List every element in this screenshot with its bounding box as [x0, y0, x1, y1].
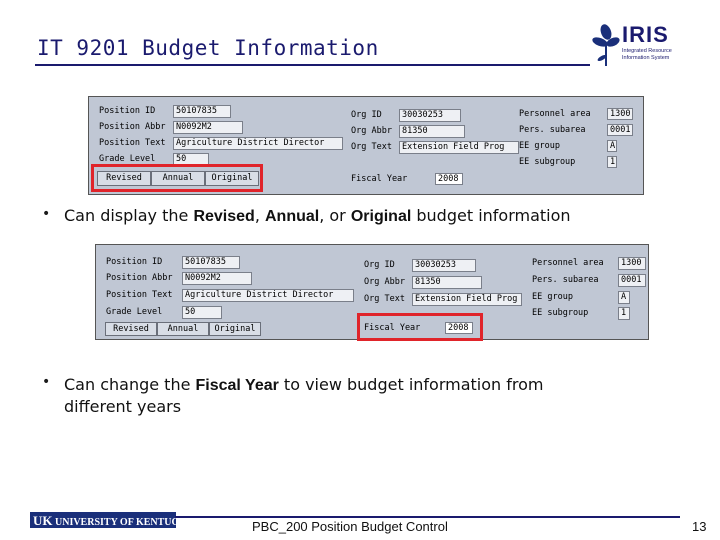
field-org-text[interactable]: Extension Field Prog	[399, 141, 519, 154]
field-position-id[interactable]: 50107835	[182, 256, 240, 269]
iris-logo-text: IRIS	[622, 22, 669, 47]
bullet-1-text: Can display the Revised, Annual, or Orig…	[64, 206, 571, 226]
annual-button[interactable]: Annual	[151, 171, 205, 186]
footer-course: PBC_200 Position Budget Control	[252, 519, 448, 534]
bullet-1-original: Original	[350, 208, 412, 225]
label-position-abbr: Position Abbr	[99, 122, 166, 132]
original-button[interactable]: Original	[209, 322, 261, 336]
highlight-fiscal-year	[357, 313, 483, 341]
uk-logo-text: UK UNIVERSITY OF KENTUCKY	[33, 513, 194, 529]
label-ee-group: EE group	[532, 292, 573, 302]
footer-rule	[175, 516, 680, 518]
bullet-1-pre: Can display the	[64, 206, 194, 225]
label-org-abbr: Org Abbr	[351, 126, 392, 136]
field-ee-subgroup[interactable]: 1	[607, 156, 617, 168]
field-org-id[interactable]: 30030253	[412, 259, 476, 272]
label-position-abbr: Position Abbr	[106, 273, 173, 283]
label-pers-subarea: Pers. subarea	[532, 275, 599, 285]
label-org-text: Org Text	[364, 294, 405, 304]
label-fiscal-year: Fiscal Year	[351, 174, 408, 184]
field-org-id[interactable]: 30030253	[399, 109, 461, 122]
highlight-budget-buttons	[91, 164, 263, 192]
label-pers-subarea: Pers. subarea	[519, 125, 586, 135]
sap-screenshot-2: Position ID 50107835 Position Abbr N0092…	[95, 244, 649, 341]
iris-logo-subtitle: Integrated Resource Information System	[622, 48, 672, 61]
bullet-1-post: budget information	[411, 206, 571, 225]
field-grade-level[interactable]: 50	[182, 306, 222, 319]
label-position-id: Position ID	[106, 257, 163, 267]
field-ee-subgroup[interactable]: 1	[618, 307, 630, 320]
field-position-abbr[interactable]: N0092M2	[182, 272, 252, 285]
label-org-id: Org ID	[364, 260, 395, 270]
label-org-id: Org ID	[351, 110, 382, 120]
label-ee-subgroup: EE subgroup	[519, 157, 576, 167]
label-position-text: Position Text	[106, 290, 173, 300]
field-position-id[interactable]: 50107835	[173, 105, 231, 118]
label-grade-level: Grade Level	[106, 307, 163, 317]
sap-screenshot-1: Position ID 50107835 Position Abbr N0092…	[88, 96, 644, 195]
label-fiscal-year: Fiscal Year	[364, 323, 421, 333]
bullet-2-line2: different years	[64, 397, 182, 416]
annual-button[interactable]: Annual	[157, 322, 209, 336]
label-org-abbr: Org Abbr	[364, 277, 405, 287]
label-grade-level: Grade Level	[99, 154, 156, 164]
field-org-text[interactable]: Extension Field Prog	[412, 293, 522, 306]
original-button[interactable]: Original	[205, 171, 259, 186]
field-position-text[interactable]: Agriculture District Director	[182, 289, 354, 302]
field-pers-subarea[interactable]: 0001	[607, 124, 633, 136]
iris-flower-icon	[592, 24, 620, 66]
page-number: 13	[692, 519, 707, 534]
label-ee-subgroup: EE subgroup	[532, 308, 589, 318]
slide-title: IT 9201 Budget Information	[37, 36, 379, 60]
field-fiscal-year[interactable]: 2008	[445, 322, 473, 334]
revised-button[interactable]: Revised	[105, 322, 157, 336]
bullet-1-annual: Annual	[265, 208, 320, 225]
field-org-abbr[interactable]: 81350	[412, 276, 482, 289]
field-ee-group[interactable]: A	[607, 140, 617, 152]
bullet-2-post: to view budget information from	[278, 375, 544, 394]
bullet-2-pre: Can change the	[64, 375, 196, 394]
title-underline	[35, 64, 590, 66]
label-position-text: Position Text	[99, 138, 166, 148]
field-position-text[interactable]: Agriculture District Director	[173, 137, 343, 150]
uk-logo-mark: UK	[33, 513, 53, 528]
bullet-2-text: Can change the Fiscal Year to view budge…	[64, 374, 543, 417]
label-personnel-area: Personnel area	[532, 258, 604, 268]
uk-logo-org: UNIVERSITY OF KENTUCKY	[55, 517, 194, 528]
field-fiscal-year[interactable]: 2008	[435, 173, 463, 185]
bullet-1-revised: Revised	[193, 208, 255, 225]
bullet-icon: •	[42, 374, 51, 390]
field-position-abbr[interactable]: N0092M2	[173, 121, 243, 134]
field-pers-subarea[interactable]: 0001	[618, 274, 646, 287]
bullet-2-fiscal-year: Fiscal Year	[195, 377, 279, 394]
field-personnel-area[interactable]: 1300	[618, 257, 646, 270]
field-org-abbr[interactable]: 81350	[399, 125, 465, 138]
label-org-text: Org Text	[351, 142, 392, 152]
field-ee-group[interactable]: A	[618, 291, 630, 304]
bullet-1-sep2: , or	[319, 206, 351, 225]
revised-button[interactable]: Revised	[97, 171, 151, 186]
bullet-1-sep1: ,	[254, 206, 265, 225]
uk-logo	[30, 512, 176, 528]
bullet-icon: •	[42, 206, 51, 222]
field-personnel-area[interactable]: 1300	[607, 108, 633, 120]
label-position-id: Position ID	[99, 106, 156, 116]
label-ee-group: EE group	[519, 141, 560, 151]
label-personnel-area: Personnel area	[519, 109, 591, 119]
